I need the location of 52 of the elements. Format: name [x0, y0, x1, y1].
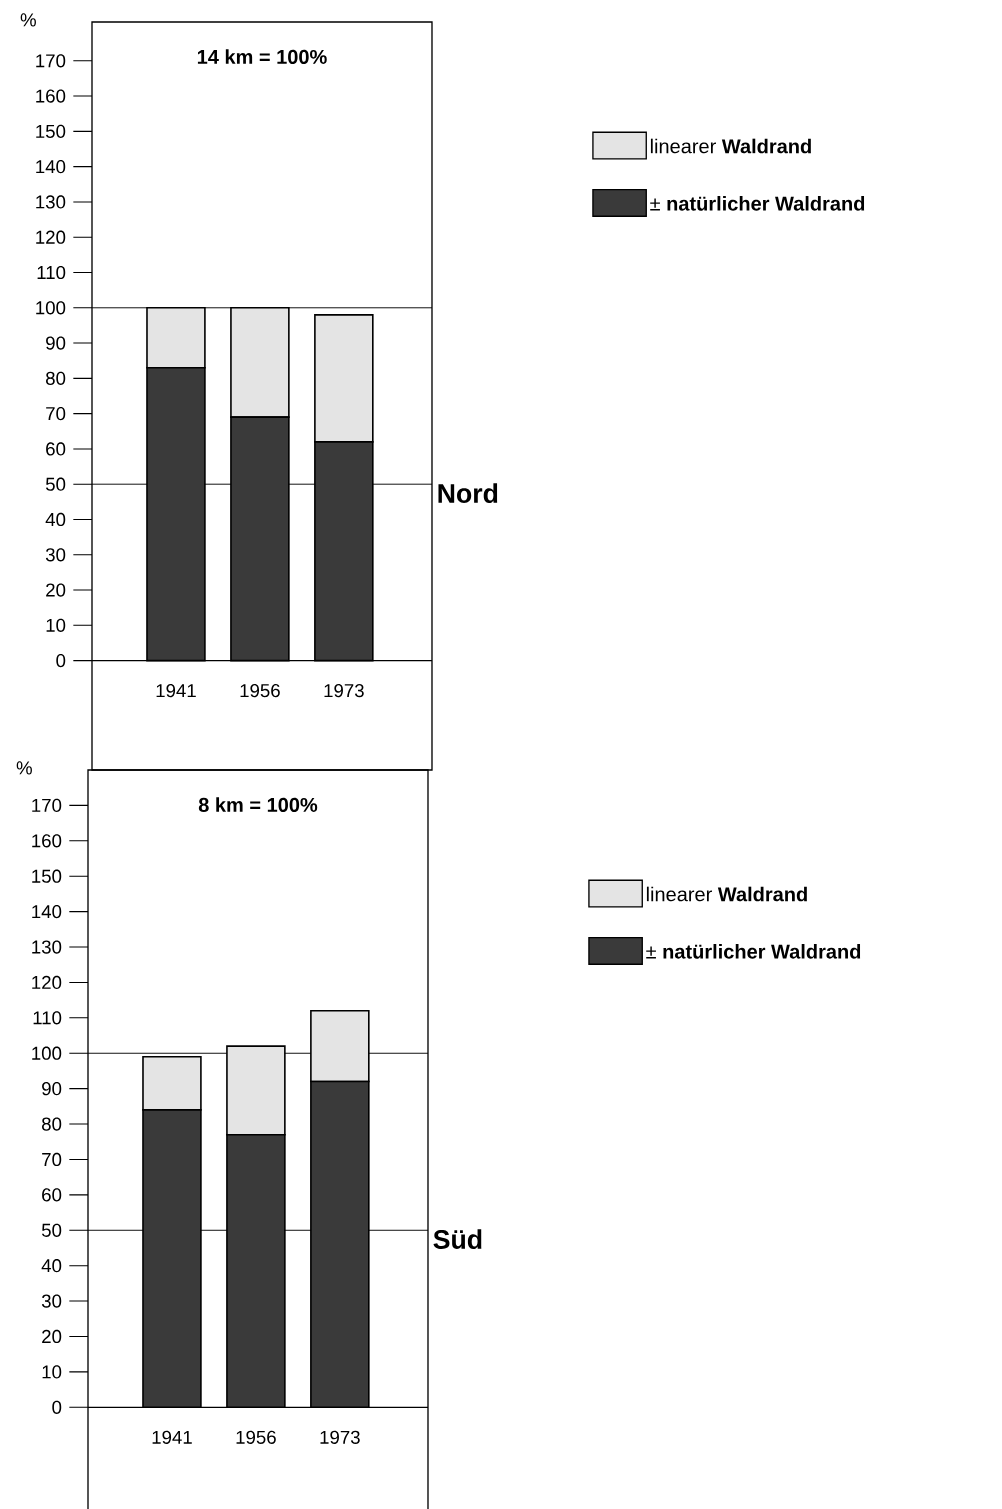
x-tick-label: 1956 [240, 683, 280, 698]
y-tick-label: 150 [36, 124, 66, 138]
y-tick-label: 160 [36, 89, 66, 103]
y-tick-label: 10 [46, 618, 66, 632]
legend-label: ± natürlicher Waldrand [646, 944, 861, 959]
text: Nord [438, 483, 498, 503]
y-tick-label: 90 [46, 336, 66, 350]
legend-label: ± natürlicher Waldrand [650, 196, 865, 211]
text: 8 km = 100% [198, 797, 318, 812]
y-tick-label: 170 [32, 798, 62, 813]
y-tick-label: 120 [36, 230, 66, 244]
y-tick-label: 170 [36, 54, 66, 68]
y-tick-label: 60 [42, 1188, 62, 1202]
y-tick-label: 120 [32, 975, 62, 990]
y-tick-label: 20 [46, 583, 66, 597]
x-tick-label: 1973 [324, 683, 364, 698]
y-tick-label: 0 [52, 1400, 62, 1414]
y-tick-label: 140 [36, 160, 66, 174]
x-tick-label: 1973 [320, 1430, 360, 1444]
y-tick-label: 0 [56, 653, 66, 668]
y-tick-label: 30 [45, 548, 66, 562]
y-tick-label: 50 [41, 1223, 62, 1237]
y-tick-label: 20 [42, 1329, 62, 1344]
y-tick-label: 50 [45, 477, 66, 491]
y-tick-label: 150 [32, 869, 62, 883]
y-tick-label: 60 [46, 442, 66, 456]
y-tick-label: 100 [32, 1046, 62, 1060]
y-tick-label: 130 [32, 940, 62, 954]
text: 14 km = 100% [197, 49, 327, 64]
y-tick-label: 140 [32, 904, 62, 919]
y-tick-label: 160 [32, 834, 62, 848]
legend-label: linearer Waldrand [650, 138, 811, 154]
y-tick-label: 80 [42, 1117, 62, 1131]
y-tick-label: 10 [42, 1365, 62, 1379]
y-tick-label: 40 [41, 1259, 62, 1273]
y-tick-label: 40 [45, 512, 66, 527]
y-tick-label: 30 [41, 1294, 62, 1308]
x-tick-label: 1941 [152, 1430, 192, 1444]
x-tick-label: 1956 [236, 1430, 276, 1444]
y-tick-label: 70 [42, 1152, 62, 1167]
y-tick-label: 90 [42, 1082, 62, 1096]
y-tick-label: 110 [33, 1011, 62, 1025]
text: Süd [433, 1229, 482, 1249]
x-tick-label: 1941 [156, 683, 196, 698]
y-tick-label: 70 [46, 407, 66, 421]
y-tick-label: 100 [36, 301, 66, 315]
y-tick-label: 110 [37, 265, 66, 280]
legend-label: linearer Waldrand [646, 886, 807, 902]
y-tick-label: 80 [46, 371, 66, 385]
y-tick-label: 130 [36, 195, 66, 209]
y-axis-title: % [16, 761, 32, 775]
y-axis-title: % [20, 13, 36, 27]
